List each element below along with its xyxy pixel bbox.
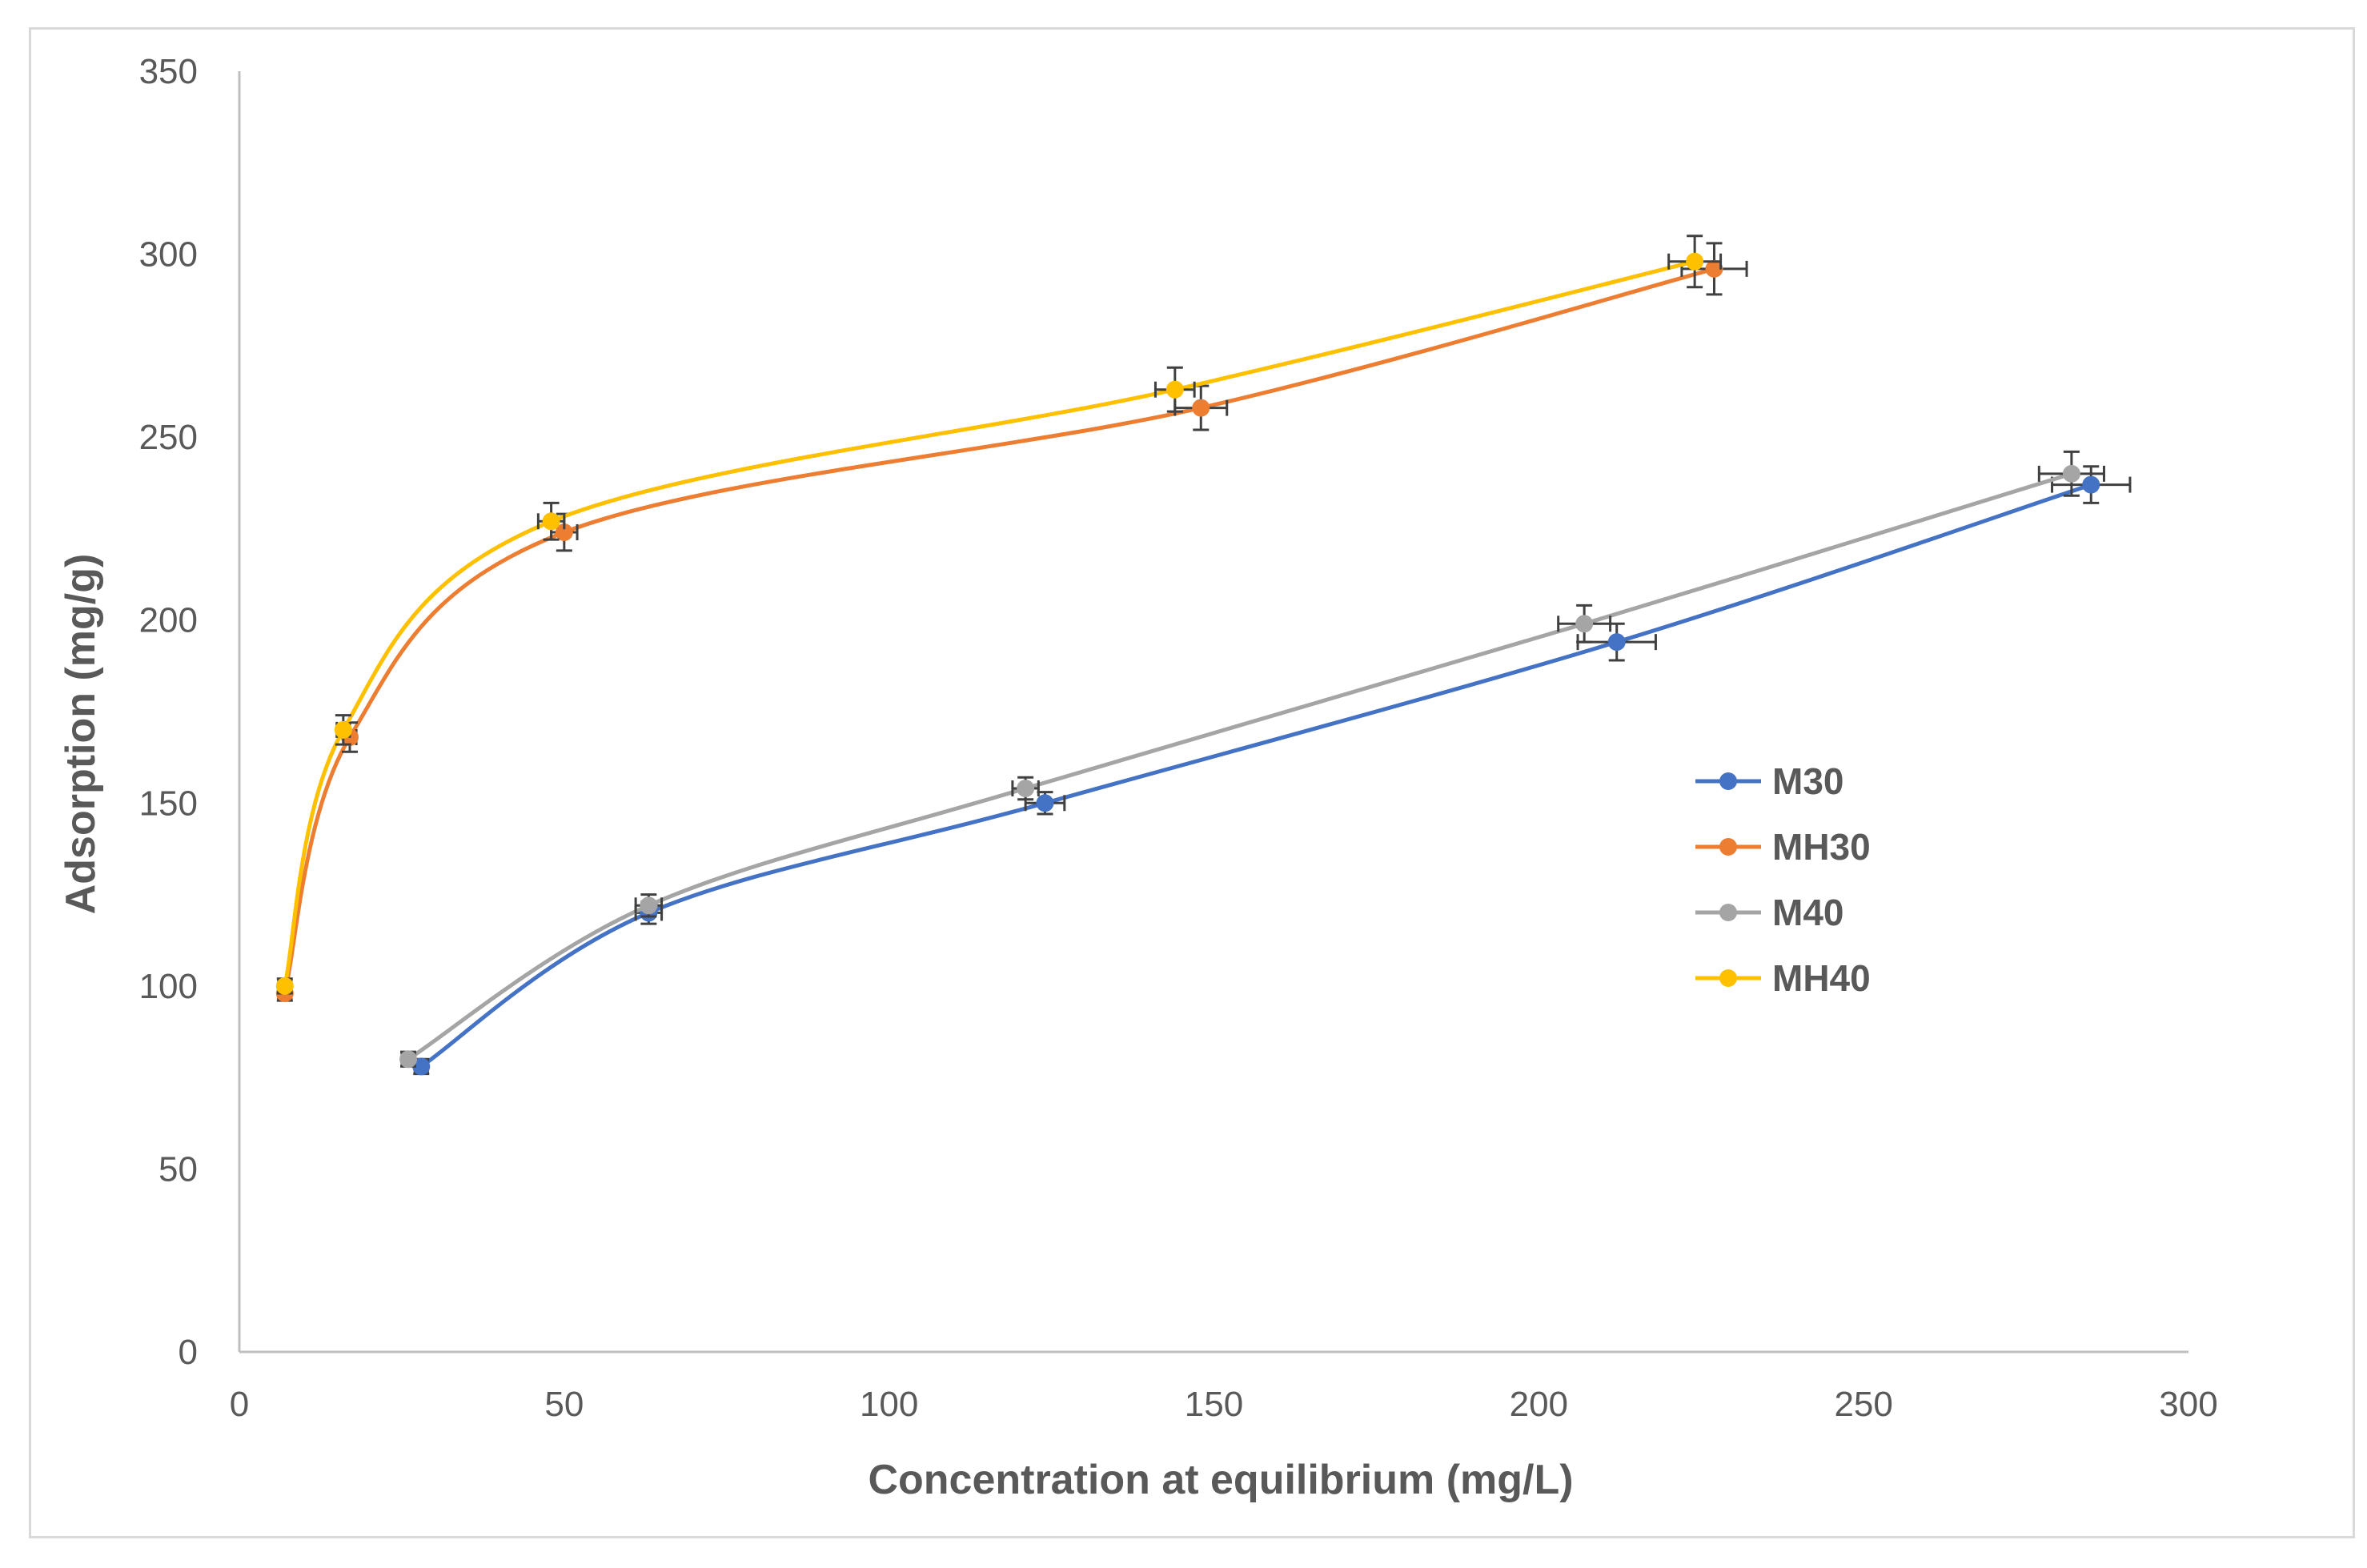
y-tick-label: 350 [139, 52, 198, 91]
series-m40 [399, 450, 2105, 1069]
y-tick-label: 300 [139, 235, 198, 275]
series-m30 [412, 465, 2132, 1076]
data-point-mh40 [334, 720, 352, 739]
y-tick-label: 200 [139, 601, 198, 640]
legend-swatch-marker [1719, 838, 1737, 856]
data-point-m40 [2062, 464, 2080, 483]
series-line-m40 [406, 471, 2074, 1061]
series-mh30 [275, 242, 1748, 1002]
x-tick-label: 300 [2159, 1385, 2217, 1424]
series-line-mh30 [283, 267, 1716, 996]
series-mh40 [275, 235, 1723, 995]
data-point-m40 [1017, 780, 1035, 797]
data-point-mh30 [1705, 259, 1723, 278]
legend-label: M40 [1772, 892, 1843, 933]
x-tick-label: 0 [230, 1385, 249, 1424]
tick-labels: 0 50 100 150 200 250 300 0 50 100 150 200 250 300 350 [139, 52, 2218, 1424]
x-tick-label: 150 [1185, 1385, 1243, 1424]
legend-swatch-marker [1719, 904, 1737, 921]
data-point-m30 [2082, 475, 2100, 494]
data-point-m40 [399, 1050, 418, 1069]
data-point-m30 [1036, 794, 1054, 812]
x-tick-label: 50 [544, 1385, 584, 1424]
data-point-mh40 [275, 976, 294, 995]
series-line-mh40 [283, 259, 1697, 989]
legend-swatch-marker [1719, 969, 1737, 987]
legend-swatch-marker [1719, 772, 1737, 790]
legend-item-m30: M30 [1695, 760, 1843, 802]
data-point-m40 [1575, 615, 1594, 633]
chart-frame [29, 27, 2355, 1538]
error-bar-mh40 [1153, 366, 1196, 413]
y-tick-label: 250 [139, 418, 198, 457]
y-tick-label: 0 [179, 1333, 198, 1372]
data-point-mh30 [555, 523, 573, 541]
legend: M30 MH30 M40 MH40 [1695, 760, 1871, 999]
legend-item-m40: M40 [1695, 892, 1843, 933]
axes [238, 71, 2188, 1353]
y-tick-label: 150 [139, 784, 198, 823]
legend-label: MH40 [1772, 957, 1871, 999]
data-point-mh30 [1192, 399, 1210, 417]
series-group [275, 235, 2132, 1076]
data-point-m40 [640, 896, 658, 915]
data-point-mh40 [542, 512, 560, 531]
y-tick-label: 50 [158, 1149, 198, 1189]
x-axis-title: Concentration at equilibrium (mg/L) [868, 1457, 1573, 1503]
x-tick-label: 200 [1510, 1385, 1568, 1424]
data-point-mh40 [1686, 252, 1704, 271]
legend-label: MH30 [1772, 826, 1871, 868]
y-axis-title: Adsorption (mg/g) [58, 554, 104, 915]
legend-item-mh40: MH40 [1695, 957, 1871, 999]
x-tick-label: 100 [860, 1385, 918, 1424]
y-tick-label: 100 [139, 967, 198, 1006]
data-point-m30 [1607, 633, 1626, 652]
series-line-m30 [419, 483, 2093, 1069]
x-tick-label: 250 [1834, 1385, 1892, 1424]
legend-item-mh30: MH30 [1695, 826, 1871, 868]
data-point-m30 [412, 1057, 431, 1076]
legend-label: M30 [1772, 760, 1843, 802]
data-point-mh40 [1165, 380, 1184, 399]
